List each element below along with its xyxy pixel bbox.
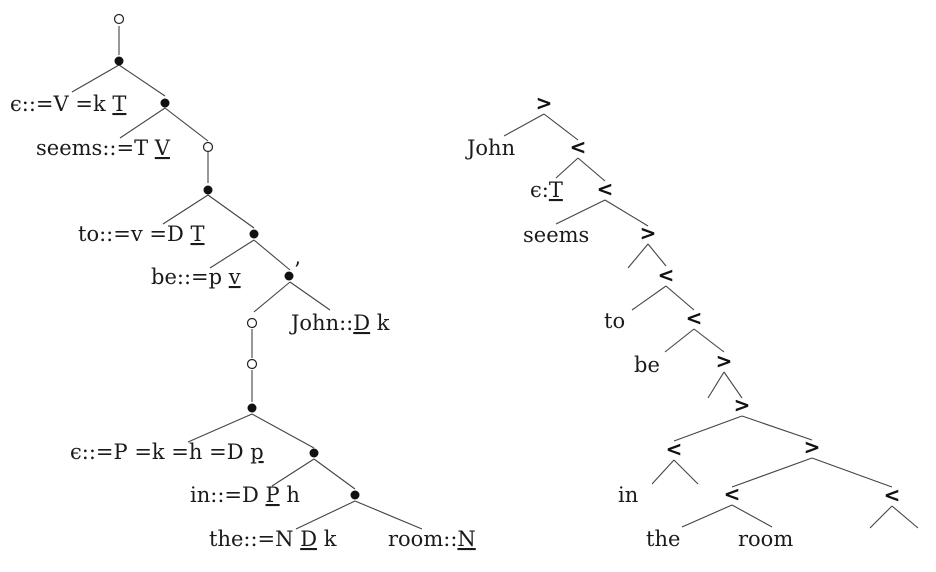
- projection-marker: >: [640, 221, 657, 245]
- lexical-item-eps-pk: ϵ::=P =k =h =D p: [70, 440, 264, 464]
- right-tree-edges: [503, 113, 919, 529]
- projection-marker: <: [658, 263, 675, 287]
- lexical-item-room: room::N: [388, 527, 476, 551]
- lexical-item-be: be::=p v: [151, 265, 241, 289]
- word-in: in: [618, 483, 638, 507]
- open-node: [246, 317, 258, 329]
- filled-node: [160, 98, 170, 108]
- filled-node: [247, 403, 257, 413]
- word-seems: seems: [523, 223, 589, 247]
- open-node: [113, 13, 125, 25]
- projection-marker: >: [716, 349, 733, 373]
- projection-marker: <: [724, 482, 741, 506]
- open-node: [246, 358, 258, 370]
- lexical-item-the: the::=N D k: [209, 527, 337, 551]
- projection-marker: >: [804, 435, 821, 459]
- filled-node: [249, 229, 259, 239]
- word-the: the: [646, 527, 680, 551]
- lexical-item-eps-vk: ϵ::=V =k T: [10, 92, 126, 116]
- left-tree-labels: ϵ::=V =k T seems::=T V to::=v =D T be::=…: [10, 92, 476, 551]
- right-tree-markers: > < < > < < > > < > < <: [536, 91, 901, 507]
- projection-marker: <: [666, 437, 683, 461]
- lexical-item-seems: seems::=T V: [36, 136, 171, 160]
- word-room: room: [738, 527, 793, 551]
- filled-node: [114, 56, 124, 66]
- filled-node: [309, 448, 319, 458]
- right-tree-words: John ϵ:T seems to be in the room: [465, 136, 793, 551]
- filled-node: [284, 271, 294, 281]
- projection-marker: <: [570, 135, 587, 159]
- filled-node: [203, 185, 213, 195]
- prime-mark: ’: [294, 258, 301, 282]
- left-tree-edges: [71, 26, 423, 530]
- word-eps: ϵ:T: [530, 178, 563, 202]
- word-to: to: [604, 309, 625, 333]
- lexical-item-in: in::=D P h: [190, 483, 300, 507]
- open-node: [202, 141, 214, 153]
- lexical-item-john: John::D k: [289, 311, 390, 335]
- projection-marker: <: [884, 483, 901, 507]
- word-be: be: [634, 353, 660, 377]
- projection-marker: <: [597, 177, 614, 201]
- projection-marker: >: [734, 393, 751, 417]
- left-tree-nodes: ’: [113, 13, 360, 500]
- projection-marker: >: [536, 91, 553, 115]
- projection-marker: <: [686, 306, 703, 330]
- word-john: John: [465, 136, 515, 160]
- filled-node: [350, 490, 360, 500]
- lexical-item-to: to::=v =D T: [78, 222, 205, 246]
